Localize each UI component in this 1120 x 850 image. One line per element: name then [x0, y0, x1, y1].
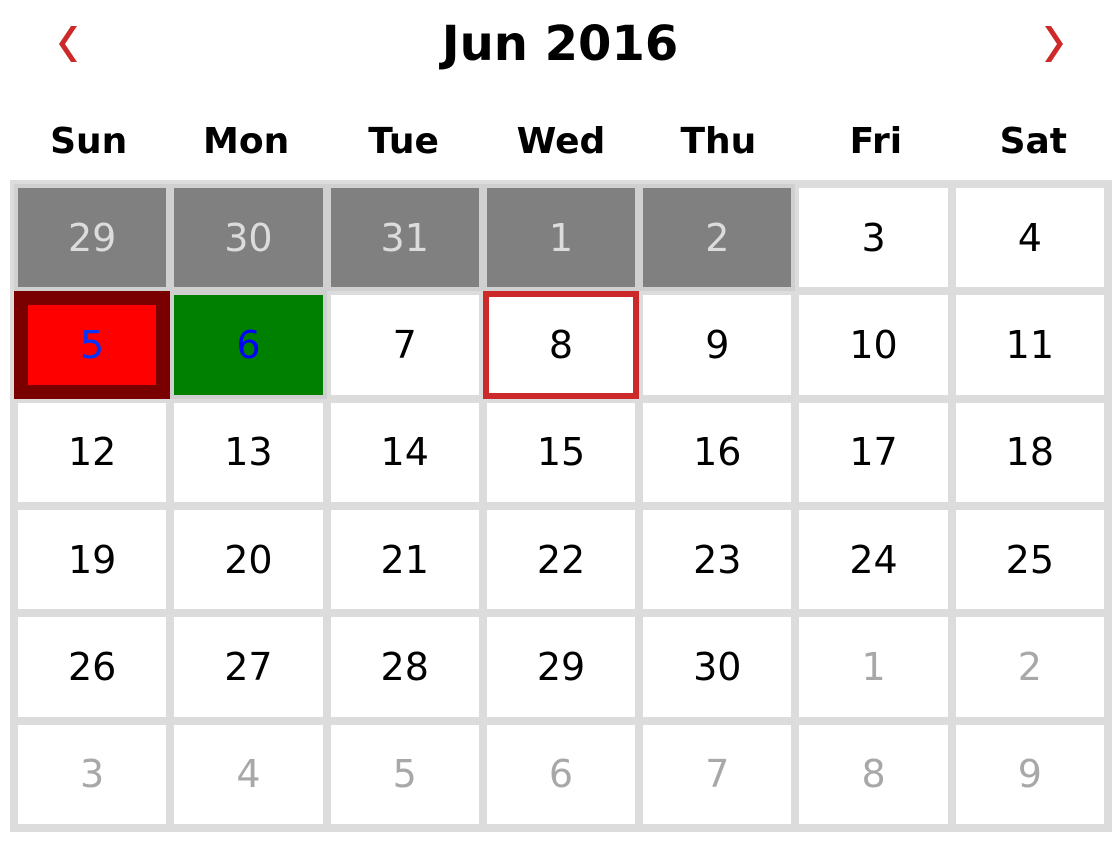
weekday-sun: Sun	[50, 121, 128, 162]
day-cell-range-end[interactable]: 6	[170, 291, 327, 399]
day-grid: 29 30 31 1 2 3 4 5 6 7 8 9 10 11 12 13 14 15 16 17 18 19 20 21 2…	[10, 180, 1112, 832]
day-cell[interactable]: 29	[486, 617, 636, 717]
day-cell[interactable]: 26	[18, 617, 167, 717]
day-cell[interactable]: 23	[643, 510, 792, 610]
day-cell-disabled: 31	[326, 184, 483, 292]
weekday-wed: Wed	[516, 121, 606, 162]
day-cell[interactable]: 25	[955, 510, 1104, 610]
day-cell-disabled: 1	[482, 184, 640, 292]
day-cell[interactable]: 4	[955, 188, 1104, 288]
day-cell[interactable]: 19	[18, 510, 167, 610]
day-cell[interactable]: 9	[643, 295, 792, 395]
weekday-mon: Mon	[203, 121, 290, 162]
day-cell-disabled: 2	[639, 184, 796, 292]
weekday-sat: Sat	[999, 121, 1067, 162]
weekday-fri: Fri	[849, 121, 903, 162]
day-cell-neighbor[interactable]: 2	[955, 617, 1104, 717]
day-cell-neighbor[interactable]: 8	[799, 724, 948, 824]
weekday-tue: Tue	[368, 121, 439, 162]
calendar-header: Jun 2016	[0, 0, 1120, 92]
weekday-header-row: Sun Mon Tue Wed Thu Fri Sat	[10, 112, 1112, 172]
weekday-thu: Thu	[680, 121, 757, 162]
day-cell[interactable]: 18	[955, 402, 1104, 502]
day-cell-neighbor[interactable]: 3	[18, 724, 167, 824]
day-cell[interactable]: 13	[174, 402, 323, 502]
day-cell[interactable]: 28	[330, 617, 479, 717]
day-cell[interactable]: 22	[486, 510, 636, 610]
day-cell[interactable]: 24	[799, 510, 948, 610]
day-cell[interactable]: 17	[799, 402, 948, 502]
day-cell-neighbor[interactable]: 5	[330, 724, 479, 824]
day-cell-disabled: 30	[170, 184, 327, 292]
day-cell-neighbor[interactable]: 1	[799, 617, 948, 717]
day-cell-neighbor[interactable]: 7	[643, 724, 792, 824]
day-cell[interactable]: 10	[799, 295, 948, 395]
day-cell-range-start[interactable]: 5	[14, 291, 171, 399]
chevron-right-icon	[1045, 26, 1063, 62]
month-title[interactable]: Jun 2016	[441, 16, 679, 72]
previous-month-button[interactable]	[34, 14, 94, 74]
next-month-button[interactable]	[1028, 14, 1088, 74]
day-cell[interactable]: 21	[330, 510, 479, 610]
day-cell[interactable]: 3	[799, 188, 948, 288]
day-cell[interactable]: 20	[174, 510, 323, 610]
day-cell-neighbor[interactable]: 9	[955, 724, 1104, 824]
day-cell-neighbor[interactable]: 6	[486, 724, 636, 824]
day-cell[interactable]: 11	[955, 295, 1104, 395]
chevron-left-icon	[59, 26, 77, 62]
day-cell[interactable]: 14	[330, 402, 479, 502]
day-cell-neighbor[interactable]: 4	[174, 724, 323, 824]
day-cell[interactable]: 16	[643, 402, 792, 502]
day-cell[interactable]: 15	[486, 402, 636, 502]
day-cell-today[interactable]: 8	[482, 291, 640, 399]
day-cell[interactable]: 30	[643, 617, 792, 717]
day-cell[interactable]: 7	[330, 295, 479, 395]
day-cell[interactable]: 12	[18, 402, 167, 502]
day-cell[interactable]: 27	[174, 617, 323, 717]
day-cell-disabled: 29	[14, 184, 171, 292]
